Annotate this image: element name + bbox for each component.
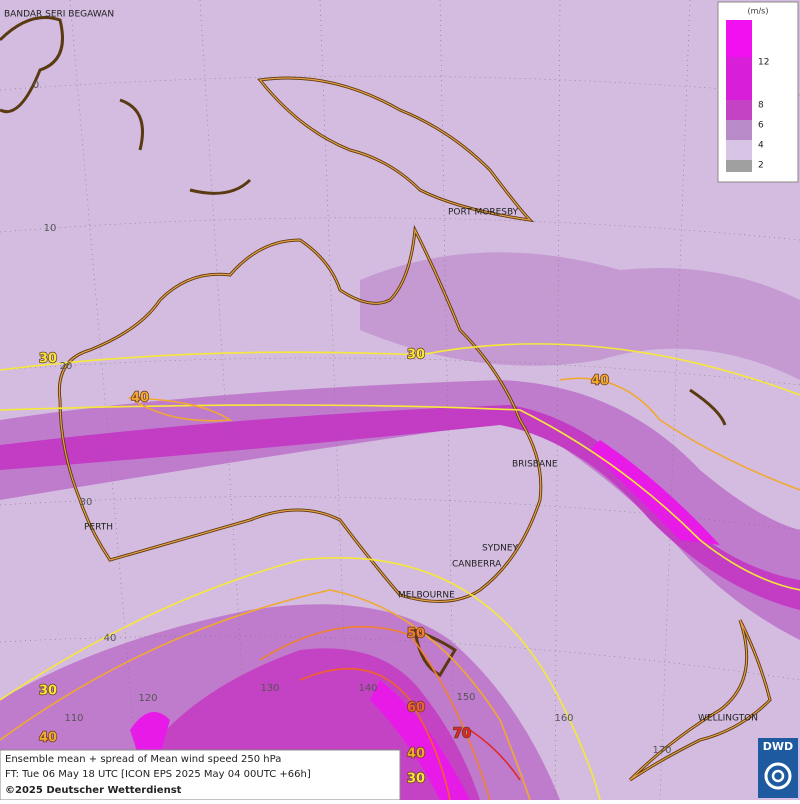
legend-swatch — [726, 120, 752, 140]
isotachs — [0, 343, 800, 801]
latitude-label: 10 — [44, 223, 57, 234]
contour-label: 40 — [131, 391, 149, 406]
footer-forecast: FT: Tue 06 May 18 UTC [ICON EPS 2025 May… — [5, 769, 311, 780]
latitude-label: 40 — [104, 633, 117, 644]
city-label: PORT MORESBY — [448, 208, 519, 218]
longitude-label: 140 — [358, 683, 377, 694]
footer: Ensemble mean + spread of Mean wind spee… — [0, 749, 401, 801]
city-label: CANBERRA — [452, 560, 502, 570]
legend-label: 6 — [758, 121, 764, 131]
footer-box — [0, 749, 401, 801]
legend-label: 2 — [758, 161, 764, 171]
legend-swatch — [726, 57, 752, 100]
legend-swatch — [726, 160, 752, 172]
longitude-label: 120 — [138, 693, 157, 704]
legend-swatch — [726, 100, 752, 120]
legend-label: 8 — [758, 101, 764, 111]
city-label: SYDNEY — [482, 544, 519, 554]
contour-label: 30 — [39, 352, 57, 367]
contour-label: 30 — [407, 772, 425, 787]
legend-label: 4 — [758, 141, 764, 151]
footer-title: Ensemble mean + spread of Mean wind spee… — [5, 754, 281, 765]
legend-swatch — [726, 140, 752, 160]
city-label: BANDAR SERI BEGAWAN — [4, 10, 114, 20]
logo: DWD — [758, 738, 798, 798]
legend-swatch — [726, 20, 752, 57]
longitude-label: 170 — [652, 745, 671, 756]
contour-label: 40 — [591, 374, 609, 389]
contour-label: 40 — [39, 731, 57, 746]
legend: (m/s) 12 8 6 4 2 — [717, 1, 799, 183]
contour-label: 40 — [407, 747, 425, 762]
contour-label: 30 — [407, 348, 425, 363]
longitude-label: 150 — [456, 692, 475, 703]
city-label: MELBOURNE — [398, 591, 455, 601]
coastlines-inner — [58, 77, 771, 781]
contour-label: 70 — [453, 727, 471, 742]
contour-label: 50 — [407, 627, 425, 642]
contour-label: 30 — [39, 684, 57, 699]
logo-text: DWD — [763, 740, 793, 753]
footer-copyright: ©2025 Deutscher Wetterdienst — [5, 785, 182, 796]
contour-label: 60 — [407, 701, 425, 716]
longitude-label: 160 — [554, 713, 573, 724]
city-label: PERTH — [84, 523, 113, 533]
legend-label: 12 — [758, 58, 769, 68]
longitude-label: 110 — [64, 713, 83, 724]
city-label: BRISBANE — [512, 460, 558, 470]
logo-icon — [764, 762, 792, 790]
legend-unit: (m/s) — [748, 7, 769, 16]
city-label: WELLINGTON — [698, 714, 758, 724]
latitude-label: 0 — [33, 80, 39, 91]
longitude-label: 130 — [260, 683, 279, 694]
latitude-label: 30 — [80, 497, 93, 508]
logo-icon — [771, 769, 785, 783]
latitude-label: 20 — [60, 361, 73, 372]
